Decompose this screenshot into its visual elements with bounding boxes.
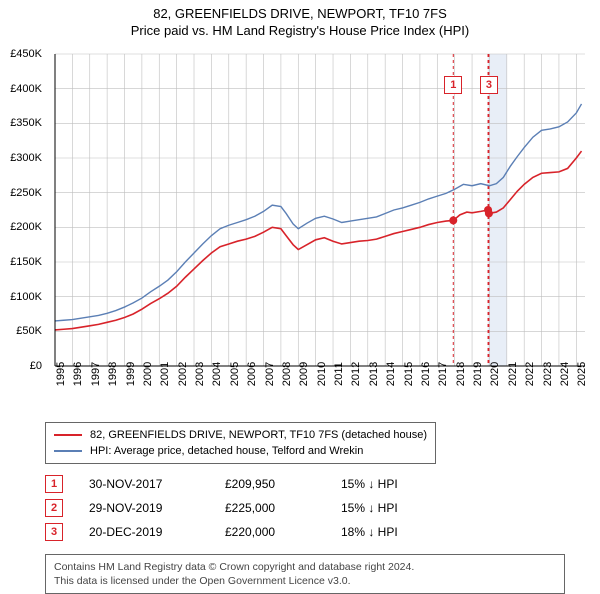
x-tick-label: 2021 — [507, 362, 519, 386]
x-tick-label: 1996 — [72, 362, 84, 386]
title-block: 82, GREENFIELDS DRIVE, NEWPORT, TF10 7FS… — [0, 0, 600, 38]
sales-row: 2 29-NOV-2019 £225,000 15% ↓ HPI — [45, 496, 600, 520]
x-tick-label: 2007 — [264, 362, 276, 386]
legend-row: HPI: Average price, detached house, Telf… — [54, 443, 427, 459]
footer: Contains HM Land Registry data © Crown c… — [45, 554, 565, 594]
x-tick-label: 2020 — [489, 362, 501, 386]
x-tick-label: 1995 — [55, 362, 67, 386]
y-tick-label: £50K — [16, 325, 42, 337]
sale-date: 20-DEC-2019 — [89, 525, 199, 539]
sales-row: 1 30-NOV-2017 £209,950 15% ↓ HPI — [45, 472, 600, 496]
sale-price: £220,000 — [225, 525, 315, 539]
sale-flag: 1 — [444, 76, 462, 94]
y-tick-label: £300K — [10, 152, 42, 164]
x-tick-label: 2022 — [524, 362, 536, 386]
x-tick-label: 2010 — [316, 362, 328, 386]
sale-marker: 3 — [45, 523, 63, 541]
sale-delta: 18% ↓ HPI — [341, 525, 398, 539]
y-tick-label: £250K — [10, 187, 42, 199]
y-tick-label: £350K — [10, 117, 42, 129]
x-tick-label: 2015 — [403, 362, 415, 386]
chart: £0 £50K £100K £150K £200K £250K £300K £350K £400… — [0, 46, 590, 416]
x-tick-label: 2000 — [142, 362, 154, 386]
x-tick-label: 2008 — [281, 362, 293, 386]
sale-marker: 2 — [45, 499, 63, 517]
footer-line: This data is licensed under the Open Gov… — [54, 574, 556, 588]
legend: 82, GREENFIELDS DRIVE, NEWPORT, TF10 7FS… — [45, 422, 436, 464]
x-tick-label: 2009 — [298, 362, 310, 386]
x-tick-label: 2019 — [472, 362, 484, 386]
x-tick-label: 2025 — [576, 362, 588, 386]
x-tick-label: 1998 — [107, 362, 119, 386]
x-tick-label: 2002 — [177, 362, 189, 386]
sale-delta: 15% ↓ HPI — [341, 501, 398, 515]
x-tick-label: 2011 — [333, 362, 345, 386]
x-tick-label: 2001 — [159, 362, 171, 386]
y-tick-label: £450K — [10, 48, 42, 60]
x-tick-label: 2012 — [350, 362, 362, 386]
legend-swatch — [54, 450, 82, 452]
sale-marker: 1 — [45, 475, 63, 493]
y-tick-label: £400K — [10, 83, 42, 95]
y-tick-label: £0 — [30, 360, 42, 372]
x-tick-label: 2004 — [211, 362, 223, 386]
x-tick-label: 1999 — [125, 362, 137, 386]
x-tick-label: 1997 — [90, 362, 102, 386]
sale-date: 30-NOV-2017 — [89, 477, 199, 491]
x-tick-label: 2023 — [542, 362, 554, 386]
sale-price: £225,000 — [225, 501, 315, 515]
x-tick-label: 2003 — [194, 362, 206, 386]
x-tick-label: 2016 — [420, 362, 432, 386]
x-tick-label: 2014 — [385, 362, 397, 386]
x-tick-label: 2024 — [559, 362, 571, 386]
legend-row: 82, GREENFIELDS DRIVE, NEWPORT, TF10 7FS… — [54, 427, 427, 443]
y-tick-label: £150K — [10, 256, 42, 268]
x-tick-label: 2006 — [246, 362, 258, 386]
x-tick-label: 2013 — [368, 362, 380, 386]
legend-label: 82, GREENFIELDS DRIVE, NEWPORT, TF10 7FS… — [90, 429, 427, 441]
sale-flag: 3 — [480, 76, 498, 94]
legend-label: HPI: Average price, detached house, Telf… — [90, 445, 363, 457]
sales-row: 3 20-DEC-2019 £220,000 18% ↓ HPI — [45, 520, 600, 544]
title-subtitle: Price paid vs. HM Land Registry's House … — [0, 23, 600, 38]
page-root: 82, GREENFIELDS DRIVE, NEWPORT, TF10 7FS… — [0, 0, 600, 594]
y-tick-label: £100K — [10, 291, 42, 303]
x-tick-label: 2017 — [437, 362, 449, 386]
sale-delta: 15% ↓ HPI — [341, 477, 398, 491]
title-address: 82, GREENFIELDS DRIVE, NEWPORT, TF10 7FS — [0, 6, 600, 21]
y-tick-label: £200K — [10, 221, 42, 233]
x-tick-label: 2018 — [455, 362, 467, 386]
footer-line: Contains HM Land Registry data © Crown c… — [54, 560, 556, 574]
chart-svg — [0, 46, 590, 416]
sale-price: £209,950 — [225, 477, 315, 491]
sale-date: 29-NOV-2019 — [89, 501, 199, 515]
sales-table: 1 30-NOV-2017 £209,950 15% ↓ HPI 2 29-NO… — [45, 472, 600, 544]
x-tick-label: 2005 — [229, 362, 241, 386]
legend-swatch — [54, 434, 82, 436]
